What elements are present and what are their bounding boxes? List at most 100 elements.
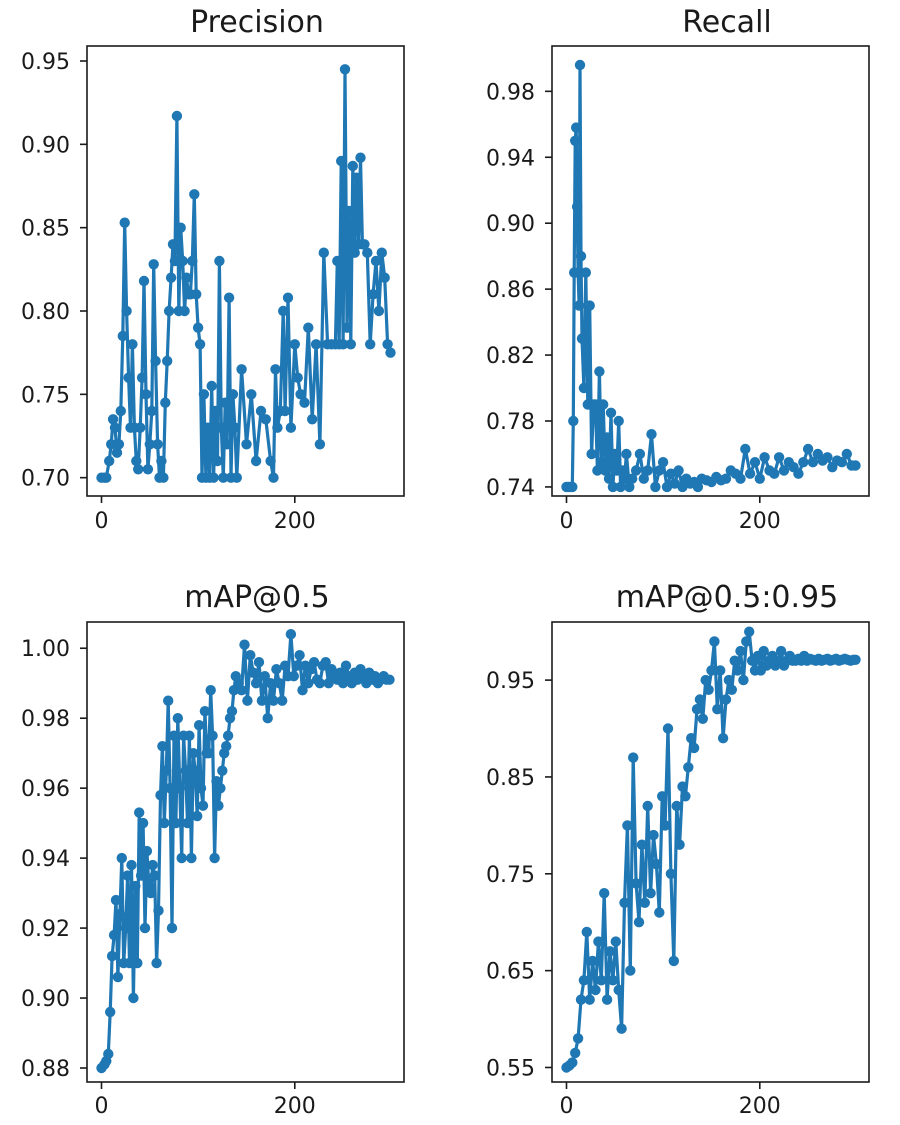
data-point — [630, 465, 642, 476]
data-point — [169, 255, 181, 267]
data-point — [578, 382, 590, 394]
y-tick-label: 0.82 — [486, 344, 535, 369]
data-point — [567, 481, 578, 493]
data-point — [584, 994, 595, 1005]
data-point — [101, 472, 112, 483]
data-point — [212, 455, 223, 467]
data-point — [113, 439, 125, 450]
data-point — [598, 399, 609, 410]
data-point — [749, 457, 761, 468]
data-point — [674, 839, 685, 850]
data-point — [157, 741, 168, 752]
data-point — [373, 305, 385, 317]
data-point — [593, 936, 604, 947]
y-tick-label: 0.92 — [21, 917, 70, 942]
data-point — [126, 859, 137, 871]
y-tick-labels: 0.55 0.65 0.75 0.85 0.95 — [486, 669, 535, 1081]
data-point — [140, 389, 152, 400]
data-point — [253, 657, 265, 668]
data-point — [279, 660, 291, 671]
data-point — [345, 339, 356, 350]
data-point — [822, 452, 833, 463]
data-point — [165, 272, 177, 283]
data-point — [650, 481, 661, 493]
data-point — [223, 292, 235, 303]
data-point — [174, 783, 185, 794]
data-point — [576, 333, 588, 344]
data-point — [268, 472, 279, 483]
data-point — [596, 457, 607, 468]
data-point — [121, 305, 132, 317]
data-point — [841, 448, 852, 460]
data-point — [103, 1048, 114, 1060]
data-point — [155, 790, 166, 801]
x-tick-labels: 0 200 — [95, 1094, 316, 1119]
data-point — [639, 897, 650, 908]
data-point — [218, 472, 229, 483]
data-point — [759, 452, 770, 463]
data-point — [133, 464, 144, 475]
data-point — [382, 339, 393, 350]
y-tick-label: 0.80 — [21, 300, 70, 325]
data-point — [587, 955, 598, 967]
data-point — [146, 405, 157, 417]
y-tick-label: 0.94 — [486, 146, 535, 171]
data-point — [630, 878, 642, 889]
panel-title: Precision — [190, 5, 324, 40]
data-point — [351, 172, 362, 183]
y-tick-label: 0.94 — [21, 847, 70, 872]
data-point — [189, 189, 200, 200]
data-point — [123, 372, 134, 383]
data-point — [248, 667, 259, 678]
data-point — [584, 300, 595, 311]
data-point — [568, 415, 579, 427]
data-point — [104, 455, 115, 467]
data-point — [709, 636, 720, 647]
data-point — [633, 917, 645, 928]
panel-title: Recall — [682, 5, 772, 40]
y-tick-label: 0.95 — [21, 50, 70, 75]
data-point — [715, 665, 726, 676]
data-point — [669, 478, 680, 489]
data-point — [691, 704, 703, 715]
data-point — [323, 678, 334, 689]
data-point — [246, 389, 257, 400]
data-point — [740, 443, 751, 455]
data-point — [335, 667, 346, 678]
data-point — [255, 405, 267, 417]
data-point — [636, 839, 648, 850]
data-point — [703, 684, 714, 695]
data-point — [581, 926, 592, 938]
data-point — [619, 473, 630, 484]
data-point — [231, 472, 242, 483]
data-point — [148, 259, 159, 270]
data-point — [124, 957, 135, 969]
y-tick-label: 0.74 — [486, 476, 535, 501]
data-point — [221, 741, 232, 752]
data-point — [198, 389, 210, 400]
data-point — [603, 473, 615, 484]
data-point — [634, 448, 646, 460]
data-point — [206, 380, 217, 392]
data-point — [607, 481, 619, 493]
x-tick-label: 0 — [95, 509, 109, 534]
data-point — [798, 457, 809, 468]
data-point — [605, 407, 617, 418]
data-point — [127, 339, 138, 350]
data-point — [132, 957, 143, 969]
data-point — [120, 922, 131, 934]
data-point — [773, 452, 785, 463]
y-tick-label: 0.98 — [21, 707, 70, 732]
x-tick-label: 200 — [739, 509, 781, 534]
y-tick-labels: 0.88 0.90 0.92 0.94 0.96 0.98 1.00 — [21, 637, 70, 1082]
data-point — [229, 422, 241, 433]
panel-map-0-5: mAP@0.5 0.88 0.90 0.92 0.94 0.96 0.98 1.… — [21, 580, 405, 1119]
data-point — [570, 135, 581, 146]
data-point — [285, 629, 297, 640]
x-tick-label: 200 — [274, 1094, 316, 1119]
data-point — [135, 422, 146, 433]
data-point — [642, 800, 653, 812]
data-point — [182, 817, 193, 829]
data-point — [205, 685, 216, 696]
